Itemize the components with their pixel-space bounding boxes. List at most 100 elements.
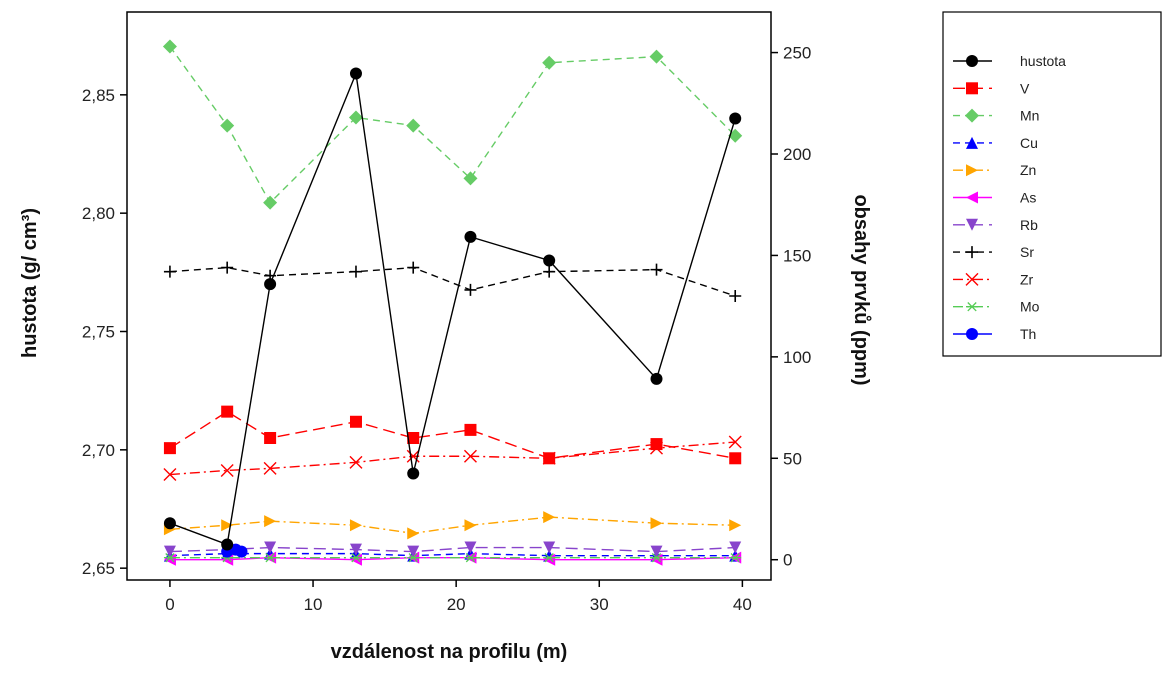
legend-item-Mn: Mn — [953, 108, 1039, 124]
data-point-As — [349, 553, 362, 566]
x-tick-label: 40 — [733, 595, 752, 614]
data-point-Sr — [349, 265, 362, 278]
y-right-tick-label: 200 — [783, 145, 811, 164]
legend-item-Cu: Cu — [953, 135, 1038, 151]
legend-item-As: As — [953, 190, 1036, 206]
data-point-Rb — [349, 543, 362, 556]
data-point-Zn — [729, 519, 742, 532]
data-point-hustota — [464, 230, 477, 243]
series-V — [163, 405, 742, 465]
legend-swatch-marker — [965, 272, 979, 286]
plot-area — [162, 39, 743, 566]
data-point-Zn — [543, 511, 556, 524]
axes: 0 10 20 30 40 2,65 2,70 2,75 2,80 2,85 0 50 100 150 20… — [82, 11, 811, 614]
legend-swatch-marker — [965, 108, 979, 123]
data-point-Zr — [728, 435, 742, 449]
series-hustota — [163, 67, 742, 551]
legend-item-Sr: Sr — [953, 244, 1034, 260]
data-point-Mo — [543, 553, 556, 563]
y-left-tick-label: 2,75 — [82, 323, 115, 342]
data-point-Rb — [464, 541, 477, 554]
data-point-Rb — [407, 545, 420, 558]
series-Zn — [163, 511, 742, 540]
data-point-As — [543, 553, 556, 566]
data-point-Mo — [349, 553, 362, 563]
series-line-V — [169, 410, 736, 460]
data-point-Zr — [542, 451, 556, 465]
legend-box — [942, 11, 1162, 357]
data-point-Rb — [543, 541, 556, 554]
legend-swatch-marker — [966, 55, 978, 67]
series-line-Zr — [169, 441, 736, 476]
legend-swatch-marker — [966, 164, 978, 177]
y-left-tick-label: 2,85 — [82, 86, 115, 105]
legend-label: Mn — [1020, 108, 1039, 124]
legend-item-Zn: Zn — [953, 162, 1036, 178]
legend-swatch-marker — [966, 302, 978, 312]
data-point-hustota — [221, 538, 234, 551]
data-point-V — [729, 452, 742, 465]
data-point-Sr — [729, 290, 742, 302]
legend-item-hustota: hustota — [953, 53, 1066, 69]
data-point-Sr — [543, 265, 556, 278]
legend-label: Sr — [1020, 244, 1034, 260]
x-tick-label: 0 — [165, 595, 174, 614]
legend-item-Rb: Rb — [953, 217, 1038, 233]
data-point-hustota — [264, 278, 277, 291]
y-right-tick-label: 100 — [783, 348, 811, 367]
data-point-Mn — [542, 55, 557, 70]
data-point-V — [349, 415, 362, 428]
data-point-Mn — [220, 118, 235, 133]
y-right-tick-label: 0 — [783, 551, 792, 570]
y-axis-right-title: obsahy prvků (ppm) — [850, 194, 872, 385]
x-tick-label: 10 — [304, 595, 323, 614]
y-axis-left-title: hustota (g/ cm³) — [19, 208, 41, 358]
data-point-Sr — [407, 261, 420, 274]
data-point-Zr — [220, 463, 234, 477]
series-line-Mn — [169, 46, 736, 204]
data-point-Mn — [463, 171, 478, 186]
data-point-As — [650, 553, 663, 566]
y-right-tick-label: 250 — [783, 44, 811, 63]
legend-label: Mo — [1020, 299, 1040, 315]
data-point-Zn — [349, 519, 362, 532]
data-point-Zr — [650, 441, 664, 455]
data-point-Zr — [349, 455, 363, 469]
legend-item-Th: Th — [953, 326, 1036, 342]
legend-item-Mo: Mo — [953, 299, 1040, 315]
data-point-Mo — [264, 553, 277, 563]
legend-label: Zr — [1020, 271, 1034, 287]
data-point-V — [163, 442, 176, 455]
legend-label: hustota — [1020, 53, 1066, 69]
data-point-V — [407, 432, 420, 444]
legend-swatch-marker — [966, 82, 978, 95]
data-point-V — [650, 438, 663, 451]
series-line-Zn — [169, 516, 736, 535]
series-Rb — [163, 541, 742, 558]
legend-item-Zr: Zr — [953, 271, 1034, 287]
x-tick-label: 20 — [447, 595, 466, 614]
data-point-Zr — [163, 468, 177, 482]
legend-swatch-marker — [966, 136, 978, 149]
y-left-tick-label: 2,80 — [82, 204, 115, 223]
data-point-Sr — [464, 283, 477, 296]
data-point-As — [163, 553, 176, 566]
data-point-Mo — [163, 553, 176, 563]
y-left-tick-label: 2,65 — [82, 559, 115, 578]
data-point-Zn — [264, 515, 277, 528]
data-point-Rb — [729, 541, 742, 554]
data-point-Sr — [163, 265, 176, 278]
data-point-hustota — [163, 517, 176, 530]
data-point-Mn — [649, 49, 664, 64]
data-point-Mo — [407, 553, 420, 563]
series-Mn — [162, 39, 743, 210]
data-point-Zr — [263, 461, 277, 475]
data-point-Mn — [348, 110, 363, 125]
y-right-tick-label: 150 — [783, 246, 811, 265]
legend-label: Cu — [1020, 135, 1038, 151]
y-left-tick-label: 2,70 — [82, 441, 115, 460]
legend: hustota V Mn Cu Zn As Rb Sr Zr Mo Th — [942, 11, 1162, 357]
legend-label: Th — [1020, 326, 1036, 342]
legend-swatch-marker — [966, 218, 978, 231]
